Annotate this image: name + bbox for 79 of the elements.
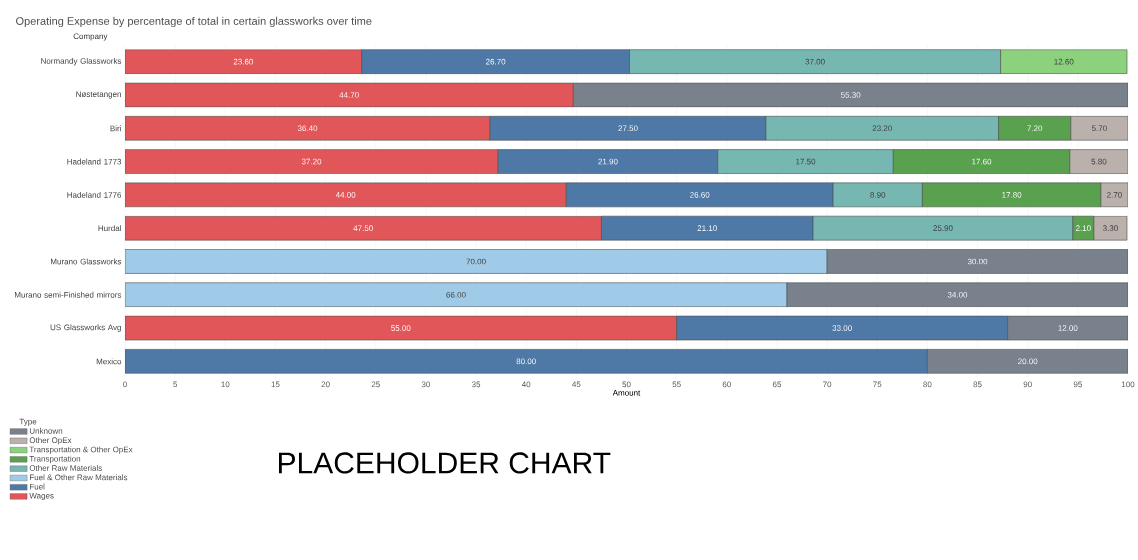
data-label: 5.70 [1091,125,1107,132]
x-tick-label: 20 [321,381,330,388]
legend-label: Fuel & Other Raw Materials [29,474,128,481]
x-tick-label: 15 [271,381,280,388]
x-tick-label: 10 [221,381,230,388]
y-tick-label: Nøstetangen [76,91,121,99]
data-label: 3.30 [1102,225,1118,231]
data-label: 12.00 [1058,325,1078,331]
x-tick-label: 100 [1121,381,1135,388]
x-tick-label: 70 [823,381,832,388]
data-label: 47.50 [353,225,373,231]
data-label: 20.00 [1018,358,1038,365]
data-label: 2.70 [1107,192,1122,198]
legend-label: Transportation & Other OpEx [29,446,133,454]
data-label: 21.10 [697,225,717,231]
data-label: 66.00 [446,291,466,298]
x-tick-label: 30 [421,381,431,388]
x-tick-label: 75 [873,381,882,388]
data-label: 34.00 [947,291,968,298]
chart-title: Operating Expense by percentage of total in certain glassworks over time [16,16,372,28]
legend-label: Fuel [29,483,45,490]
y-tick-label: Mexico [96,358,122,365]
x-tick-label: 90 [1023,381,1032,388]
data-label: 55.30 [840,92,861,98]
x-tick-label: 40 [521,381,531,388]
data-label: 44.00 [335,192,356,198]
data-label: 12.60 [1054,58,1074,65]
data-label: 37.00 [805,58,825,65]
data-label: 27.50 [618,125,638,132]
x-tick-label: 65 [772,381,782,388]
legend-label: Other OpEx [29,437,72,445]
y-tick-label: Murano Glassworks [50,258,122,265]
data-label: 33.00 [832,325,852,331]
y-tick-label: Murano semi-Finished mirrors [14,291,122,298]
x-tick-label: 25 [371,381,380,388]
x-tick-label: 35 [471,381,481,388]
x-tick-label: 60 [722,381,731,388]
data-label: 26.60 [690,192,710,198]
data-label: 55.00 [391,325,411,331]
legend-title: Type [19,418,37,426]
legend-label: Other Raw Materials [29,465,102,471]
x-tick-label: 85 [973,381,982,388]
x-tick-label: 50 [622,381,631,388]
y-tick-label: Biri [110,125,121,132]
legend-label: Transportation [29,455,81,464]
y-axis-title: Company [73,33,108,41]
x-tick-label: 80 [923,381,932,388]
text: PLACEHOLDER CHART [279,452,611,474]
data-label: 25.90 [933,225,953,231]
data-label: 36.40 [297,125,318,132]
data-label: 17.80 [1002,192,1022,198]
x-tick-label: 45 [572,381,581,388]
data-label: 7.20 [1027,125,1043,132]
data-label: 80.00 [516,358,536,365]
data-label: 70.00 [466,258,486,265]
x-tick-label: 0 [123,381,127,388]
y-tick-label: Normandy Glassworks [41,57,122,66]
x-axis-title: Amount [612,390,641,396]
data-label: 23.60 [233,58,254,65]
x-tick-label: 95 [1073,381,1082,388]
data-label: 21.90 [598,158,618,165]
y-tick-label: Hadeland 1773 [67,158,122,165]
data-label: 17.50 [796,158,816,165]
data-label: 44.70 [339,92,359,98]
data-label: 8.90 [870,192,886,198]
y-tick-label: US Glassworks Avg [50,324,121,332]
data-label: 5.80 [1091,158,1107,165]
data-label: 23.20 [872,125,892,132]
legend-label: Unknown [29,427,63,434]
y-tick-label: Hadeland 1776 [67,191,122,198]
x-tick-label: 5 [173,381,178,388]
x-tick-label: 55 [672,381,681,388]
data-label: 26.70 [486,58,506,65]
data-label: 37.20 [301,158,322,165]
legend-label: Wages [29,492,54,501]
data-label: 2.10 [1075,225,1091,231]
data-label: 30.00 [967,258,988,265]
data-label: 17.60 [972,158,992,165]
y-tick-label: Hurdal [98,225,121,232]
